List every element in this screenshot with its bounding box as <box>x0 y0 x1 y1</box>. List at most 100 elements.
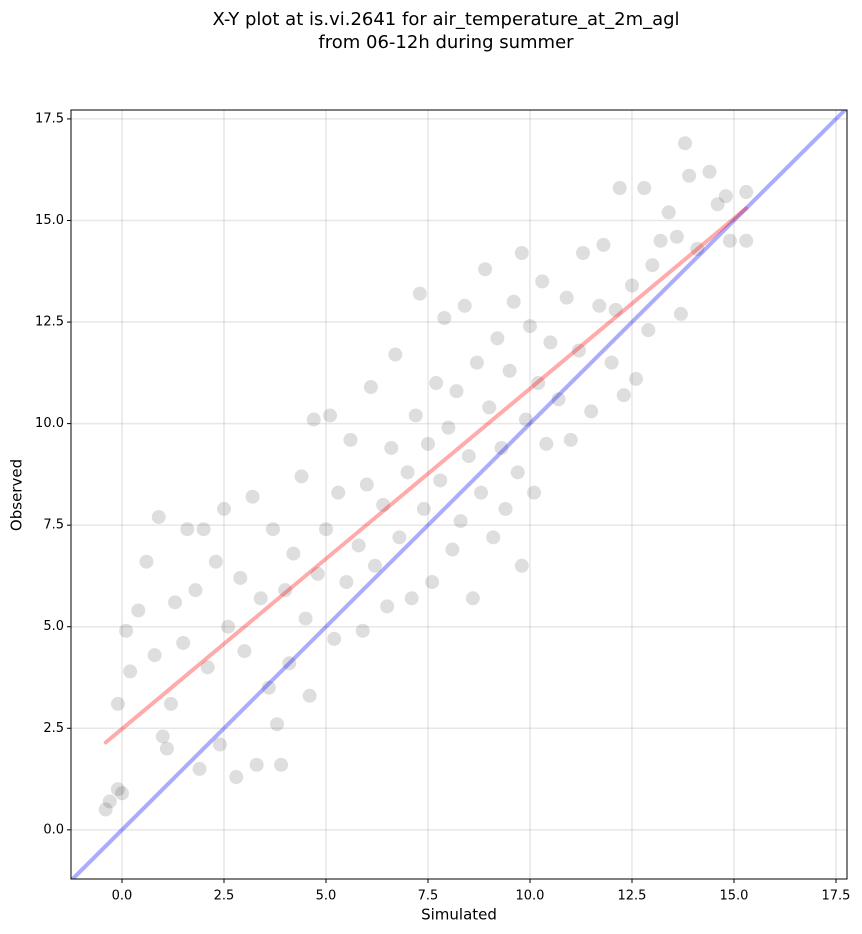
point <box>318 522 333 537</box>
point <box>604 355 619 370</box>
point <box>400 465 415 480</box>
point <box>412 286 427 301</box>
point <box>739 233 754 248</box>
x-tick-label: 10.0 <box>516 889 545 904</box>
point <box>453 514 468 529</box>
plot-area <box>71 110 847 879</box>
point <box>298 611 313 626</box>
y-axis-label: Observed <box>8 459 26 531</box>
point <box>482 400 497 415</box>
point <box>261 680 276 695</box>
y-tick-label: 10.0 <box>35 416 64 431</box>
point <box>123 664 138 679</box>
point <box>596 237 611 252</box>
point <box>539 436 554 451</box>
point <box>433 473 448 488</box>
point <box>98 802 113 817</box>
point <box>212 737 227 752</box>
point <box>612 180 627 195</box>
point <box>282 656 297 671</box>
point <box>429 375 444 390</box>
point <box>327 631 342 646</box>
point <box>490 331 505 346</box>
y-tick-label: 2.5 <box>43 721 64 736</box>
point <box>237 644 252 659</box>
point <box>478 262 493 277</box>
x-tick-label: 17.5 <box>822 889 851 904</box>
point <box>678 136 693 151</box>
point <box>641 323 656 338</box>
point <box>339 575 354 590</box>
y-tick-label: 0.0 <box>43 822 64 837</box>
point <box>151 510 166 525</box>
point <box>302 688 317 703</box>
point <box>584 404 599 419</box>
point <box>494 440 509 455</box>
point <box>690 241 705 256</box>
point <box>404 591 419 606</box>
chart-title: X-Y plot at is.vi.2641 for air_temperatu… <box>212 9 679 30</box>
point <box>543 335 558 350</box>
point <box>416 501 431 516</box>
point <box>229 770 244 785</box>
point <box>551 392 566 407</box>
point <box>702 164 717 179</box>
point <box>461 449 476 464</box>
point <box>682 168 697 183</box>
point <box>571 343 586 358</box>
point <box>653 233 668 248</box>
point <box>294 469 309 484</box>
point <box>739 185 754 200</box>
point <box>629 371 644 386</box>
point <box>274 757 289 772</box>
point <box>355 623 370 638</box>
point <box>376 497 391 512</box>
point <box>155 729 170 744</box>
point <box>559 290 574 305</box>
point <box>445 542 460 557</box>
point <box>221 619 236 634</box>
point <box>180 522 195 537</box>
point <box>367 558 382 573</box>
point <box>139 554 154 569</box>
point <box>359 477 374 492</box>
point <box>661 205 676 220</box>
point <box>245 489 260 504</box>
point <box>388 347 403 362</box>
x-tick-label: 12.5 <box>618 889 647 904</box>
point <box>286 546 301 561</box>
fit-line <box>103 206 749 745</box>
point <box>420 436 435 451</box>
point <box>216 501 231 516</box>
point <box>110 696 125 711</box>
y-tick-label: 7.5 <box>43 518 64 533</box>
point <box>502 363 517 378</box>
point <box>616 388 631 403</box>
point <box>270 717 285 732</box>
point <box>253 591 268 606</box>
plot-frame <box>70 109 848 880</box>
point <box>673 306 688 321</box>
point <box>469 355 484 370</box>
point <box>441 420 456 435</box>
point <box>710 197 725 212</box>
point <box>196 522 211 537</box>
point <box>624 278 639 293</box>
point <box>310 566 325 581</box>
point <box>363 380 378 395</box>
point <box>449 384 464 399</box>
point <box>188 583 203 598</box>
point <box>718 189 733 204</box>
x-tick-label: 0.0 <box>112 889 133 904</box>
point <box>457 298 472 313</box>
point <box>163 696 178 711</box>
point <box>192 761 207 776</box>
point <box>506 294 521 309</box>
point <box>343 432 358 447</box>
point <box>637 180 652 195</box>
x-axis-label: Simulated <box>421 906 497 924</box>
point <box>249 757 264 772</box>
fit-line <box>71 110 847 879</box>
point <box>119 623 134 638</box>
